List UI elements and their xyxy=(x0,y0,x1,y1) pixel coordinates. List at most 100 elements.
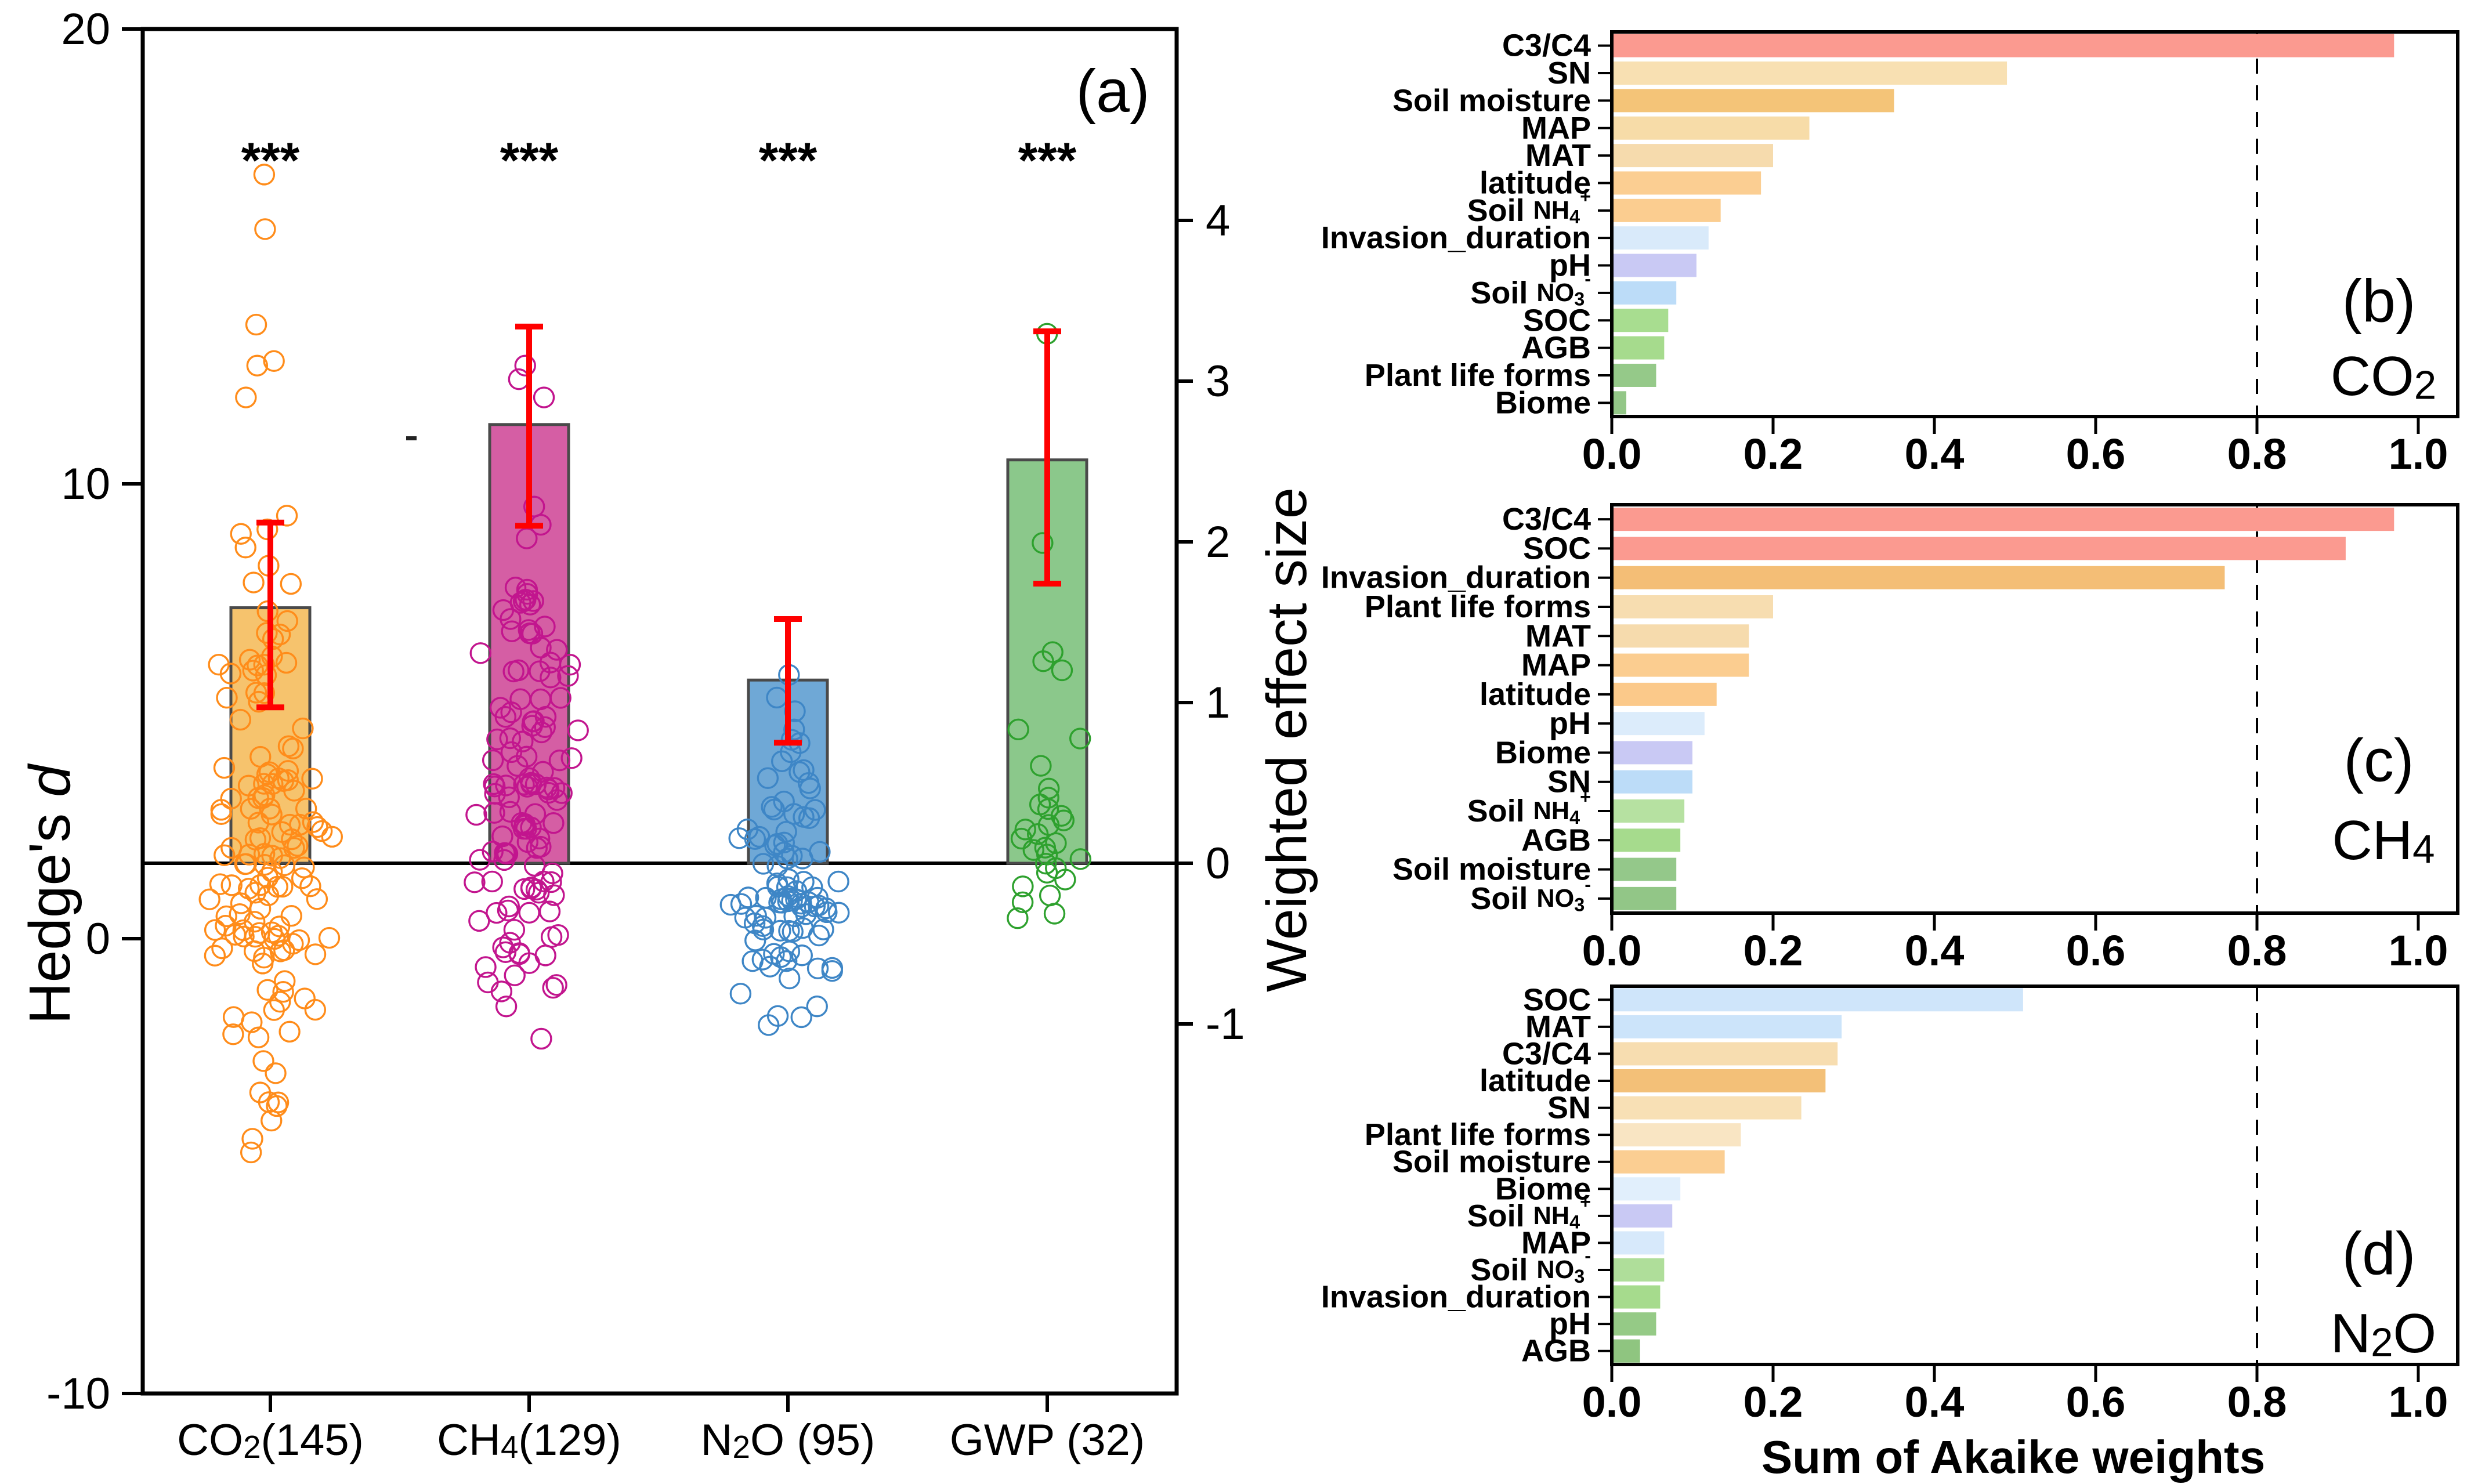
effect-size-point xyxy=(234,853,256,875)
effect-size-point xyxy=(468,910,490,932)
akaike-bar xyxy=(1612,309,1669,332)
effect-size-point xyxy=(522,590,544,612)
effect-size-point xyxy=(240,798,262,820)
effect-size-point xyxy=(464,871,486,893)
effect-size-point xyxy=(542,976,564,999)
effect-size-point xyxy=(486,728,508,751)
effect-size-point xyxy=(509,688,531,710)
effect-size-point xyxy=(751,949,774,971)
effect-size-point xyxy=(518,952,540,974)
category-label: SN xyxy=(1547,765,1591,799)
effect-size-point xyxy=(781,845,803,867)
category-label: MAT xyxy=(1525,618,1591,653)
effect-size-point xyxy=(809,841,831,863)
category-label: C3/C4 xyxy=(1502,1036,1591,1071)
effect-size-point xyxy=(294,987,316,1009)
effect-size-point xyxy=(752,853,775,875)
akaike-bar xyxy=(1612,1177,1681,1201)
effect-size-point xyxy=(1043,903,1066,925)
effect-size-point xyxy=(777,890,799,913)
effect-size-point xyxy=(238,649,261,671)
panel-a: *** CO2(145) *** CH4(129) *** N2O (95) *** GWP … xyxy=(17,5,1245,1465)
effect-size-point xyxy=(529,660,551,682)
effect-size-point xyxy=(237,774,260,797)
effect-size-point xyxy=(777,885,799,907)
x-tick-label: 0.4 xyxy=(1905,1378,1965,1426)
akaike-bar xyxy=(1612,1339,1640,1363)
effect-size-point xyxy=(1037,798,1059,820)
x-tick-label: 1.0 xyxy=(2389,926,2448,975)
effect-size-point xyxy=(534,705,557,728)
effect-size-point xyxy=(222,1023,244,1045)
akaike-bar xyxy=(1612,770,1692,794)
effect-size-point xyxy=(215,905,237,928)
effect-size-point xyxy=(475,956,497,978)
panel-axes-box xyxy=(1610,503,2459,915)
effect-size-point xyxy=(302,811,324,833)
x-tick-label: 0.4 xyxy=(1905,430,1965,478)
category-label: pH xyxy=(1549,1306,1591,1341)
effect-size-point xyxy=(277,769,299,791)
effect-size-point xyxy=(514,354,536,377)
effect-size-point xyxy=(245,313,267,336)
x-category-label: CO2(145) xyxy=(177,1416,364,1465)
category-label: Biome xyxy=(1495,385,1591,420)
effect-size-point xyxy=(770,946,792,968)
effect-size-point xyxy=(256,518,278,541)
effect-size-point xyxy=(504,964,526,986)
effect-size-point xyxy=(518,902,540,924)
effect-size-point xyxy=(209,873,231,895)
effect-size-point xyxy=(213,757,236,779)
effect-size-point xyxy=(775,950,798,972)
effect-size-point xyxy=(306,816,328,838)
category-label: SOC xyxy=(1523,982,1591,1017)
effect-size-point xyxy=(254,218,276,240)
effect-size-point xyxy=(304,943,327,965)
effect-size-point xyxy=(204,919,226,941)
category-label: Plant life forms xyxy=(1365,589,1591,624)
akaike-bar xyxy=(1612,886,1677,910)
effect-size-point xyxy=(763,798,785,821)
effect-size-point xyxy=(230,892,252,914)
effect-size-point xyxy=(508,659,530,682)
x-tick-label: 0.4 xyxy=(1905,926,1965,975)
category-label: Plant life forms xyxy=(1365,358,1591,393)
akaike-bar xyxy=(1612,799,1685,823)
effect-size-point xyxy=(230,523,252,545)
effect-size-point xyxy=(773,831,795,854)
akaike-bar xyxy=(1612,226,1709,250)
left-y-tick-label: -10 xyxy=(46,1369,110,1418)
gas-label: CO2 xyxy=(2331,345,2436,408)
akaike-bar xyxy=(1612,1015,1842,1038)
effect-size-point xyxy=(253,773,275,795)
effect-size-point xyxy=(256,622,278,644)
effect-size-point xyxy=(1014,819,1036,841)
akaike-bar xyxy=(1612,988,2023,1012)
x-tick-label: 0.8 xyxy=(2227,926,2287,975)
effect-size-point xyxy=(499,801,522,823)
effect-size-point xyxy=(1035,852,1057,875)
effect-size-point xyxy=(501,620,523,642)
effect-size-point xyxy=(567,719,589,741)
x-tick-label: 0.2 xyxy=(1743,430,1803,478)
akaike-bar xyxy=(1612,363,1656,387)
right-y-tick-label: 0 xyxy=(1206,839,1230,888)
category-label: Biome xyxy=(1495,1171,1591,1206)
effect-size-point xyxy=(543,884,565,906)
category-label: Biome xyxy=(1495,735,1591,770)
effect-size-point xyxy=(465,803,487,826)
akaike-bar xyxy=(1612,61,2007,85)
category-label: Soil NH4+ xyxy=(1467,186,1591,228)
effect-size-point xyxy=(827,870,849,893)
effect-size-point xyxy=(276,505,298,527)
panel-a-letter: (a) xyxy=(1076,57,1150,125)
effect-size-point xyxy=(776,876,798,898)
akaike-bar xyxy=(1612,336,1665,360)
effect-size-point xyxy=(1051,659,1073,682)
effect-size-point xyxy=(1007,718,1029,741)
effect-size-point xyxy=(1022,839,1044,861)
effect-size-point xyxy=(482,749,504,772)
akaike-bar xyxy=(1612,1123,1741,1147)
effect-size-point xyxy=(261,845,283,867)
effect-size-point xyxy=(730,893,753,915)
